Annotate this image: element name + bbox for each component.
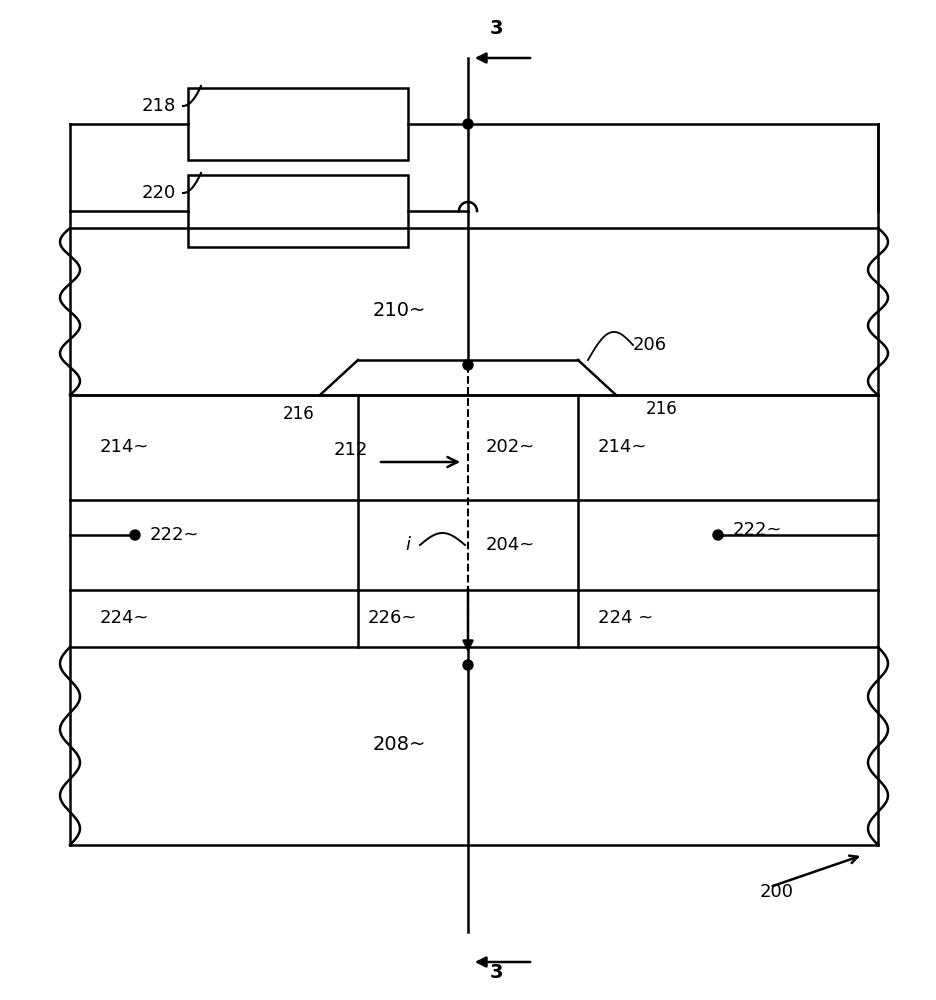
Text: 220: 220	[141, 184, 176, 202]
Text: 214~: 214~	[100, 438, 150, 456]
Text: 214~: 214~	[598, 438, 648, 456]
Text: 216: 216	[284, 405, 315, 423]
Bar	[188, 88, 408, 160]
Text: 3: 3	[490, 962, 504, 982]
Text: 206: 206	[633, 336, 667, 354]
Circle shape	[463, 119, 473, 129]
Text: 216: 216	[646, 400, 678, 418]
Circle shape	[713, 530, 723, 540]
Bar	[188, 175, 408, 247]
Text: 224~: 224~	[100, 609, 150, 627]
Text: 218: 218	[141, 97, 176, 115]
Text: 226~: 226~	[368, 609, 417, 627]
Text: 202~: 202~	[486, 438, 535, 456]
Text: 224 ~: 224 ~	[598, 609, 653, 627]
Circle shape	[130, 530, 140, 540]
Text: 200: 200	[760, 883, 794, 901]
Circle shape	[463, 360, 473, 370]
Text: 210~: 210~	[373, 300, 427, 320]
Text: i: i	[405, 536, 410, 554]
Text: 204~: 204~	[486, 536, 535, 554]
Text: 212: 212	[333, 441, 368, 459]
Text: 222~: 222~	[150, 526, 199, 544]
Text: 3: 3	[490, 18, 504, 37]
Text: 208~: 208~	[373, 736, 427, 754]
Circle shape	[463, 660, 473, 670]
Text: 222~: 222~	[733, 521, 782, 539]
